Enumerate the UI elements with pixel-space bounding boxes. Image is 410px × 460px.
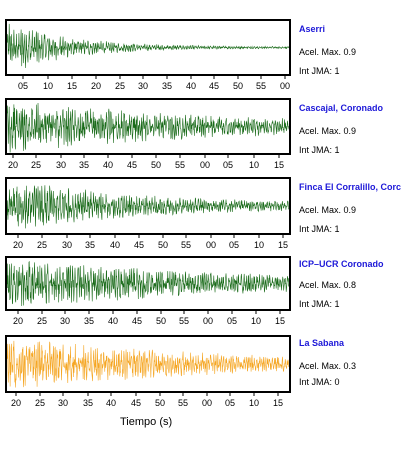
x-tick-label: 35 [79, 160, 89, 170]
acel-max-la-sabana: Acel. Max. 0.3 [299, 361, 357, 371]
x-axis-label: Tiempo (s) [120, 416, 173, 428]
int-jma-aserri: Int JMA: 1 [299, 66, 340, 76]
x-tick-label: 50 [233, 81, 243, 91]
x-tick-label: 40 [186, 81, 196, 91]
panel-frame [5, 98, 291, 155]
x-tick-label: 00 [203, 316, 213, 326]
x-tick-label: 55 [179, 316, 189, 326]
acel-max-icp-ucr: Acel. Max. 0.8 [299, 280, 357, 290]
x-tick-label: 20 [8, 160, 18, 170]
x-tick-label: 25 [37, 240, 47, 250]
x-tick-label: 50 [156, 316, 166, 326]
x-tick-label: 30 [60, 316, 70, 326]
x-tick-label: 20 [11, 398, 21, 408]
x-tick-label: 30 [56, 160, 66, 170]
x-tick-label: 05 [18, 81, 28, 91]
int-jma-cascajal: Int JMA: 1 [299, 145, 340, 155]
panel-frame [5, 177, 291, 235]
x-tick-label: 50 [155, 398, 165, 408]
waveform-trace [6, 23, 290, 69]
x-tick-label: 05 [227, 316, 237, 326]
x-tick-label: 35 [84, 316, 94, 326]
x-tick-label: 25 [35, 398, 45, 408]
x-tick-label: 10 [249, 398, 259, 408]
waveform-trace [6, 185, 290, 229]
x-tick-label: 10 [254, 240, 264, 250]
x-tick-label: 20 [13, 240, 23, 250]
x-tick-label: 45 [127, 160, 137, 170]
int-jma-la-sabana: Int JMA: 0 [299, 377, 340, 387]
x-tick-label: 55 [256, 81, 266, 91]
x-tick-label: 45 [134, 240, 144, 250]
station-name-corralillo: Finca El Corralillo, Corc [299, 182, 402, 192]
x-tick-label: 30 [138, 81, 148, 91]
panel-frame [5, 335, 291, 393]
station-name-la-sabana: La Sabana [299, 338, 345, 348]
x-tick-label: 25 [115, 81, 125, 91]
acel-max-cascajal: Acel. Max. 0.9 [299, 126, 357, 136]
x-tick-label: 05 [223, 160, 233, 170]
x-tick-label: 45 [131, 398, 141, 408]
x-tick-label: 40 [106, 398, 116, 408]
x-tick-label: 55 [175, 160, 185, 170]
x-tick-label: 35 [85, 240, 95, 250]
x-tick-label: 40 [103, 160, 113, 170]
x-tick-label: 15 [273, 398, 283, 408]
x-tick-label: 10 [251, 316, 261, 326]
x-tick-label: 45 [132, 316, 142, 326]
x-tick-label: 15 [278, 240, 288, 250]
x-tick-label: 15 [275, 316, 285, 326]
x-tick-label: 00 [206, 240, 216, 250]
waveform-trace [6, 340, 290, 388]
x-tick-label: 55 [178, 398, 188, 408]
x-tick-label: 25 [31, 160, 41, 170]
x-tick-label: 50 [158, 240, 168, 250]
station-name-cascajal: Cascajal, Coronado [299, 103, 384, 113]
x-tick-label: 30 [62, 240, 72, 250]
x-tick-label: 25 [37, 316, 47, 326]
acel-max-aserri: Acel. Max. 0.9 [299, 47, 357, 57]
x-tick-label: 40 [110, 240, 120, 250]
x-tick-label: 00 [200, 160, 210, 170]
panel-frame [5, 256, 291, 311]
x-tick-label: 35 [162, 81, 172, 91]
waveform-trace [6, 102, 290, 153]
x-tick-label: 15 [274, 160, 284, 170]
x-tick-label: 10 [249, 160, 259, 170]
x-tick-label: 20 [13, 316, 23, 326]
x-tick-label: 50 [151, 160, 161, 170]
x-tick-label: 30 [58, 398, 68, 408]
panel-frame [5, 19, 291, 76]
int-jma-icp-ucr: Int JMA: 1 [299, 299, 340, 309]
x-tick-label: 10 [43, 81, 53, 91]
x-tick-label: 35 [83, 398, 93, 408]
x-tick-label: 05 [225, 398, 235, 408]
station-name-aserri: Aserri [299, 24, 326, 34]
x-tick-label: 00 [280, 81, 290, 91]
x-tick-label: 15 [67, 81, 77, 91]
x-tick-label: 05 [229, 240, 239, 250]
x-tick-label: 20 [91, 81, 101, 91]
int-jma-corralillo: Int JMA: 1 [299, 224, 340, 234]
waveform-trace [6, 260, 290, 307]
x-tick-label: 45 [209, 81, 219, 91]
x-tick-label: 40 [108, 316, 118, 326]
acel-max-corralillo: Acel. Max. 0.9 [299, 205, 357, 215]
x-tick-label: 55 [181, 240, 191, 250]
station-name-icp-ucr: ICP–UCR Coronado [299, 259, 384, 269]
x-tick-label: 00 [202, 398, 212, 408]
